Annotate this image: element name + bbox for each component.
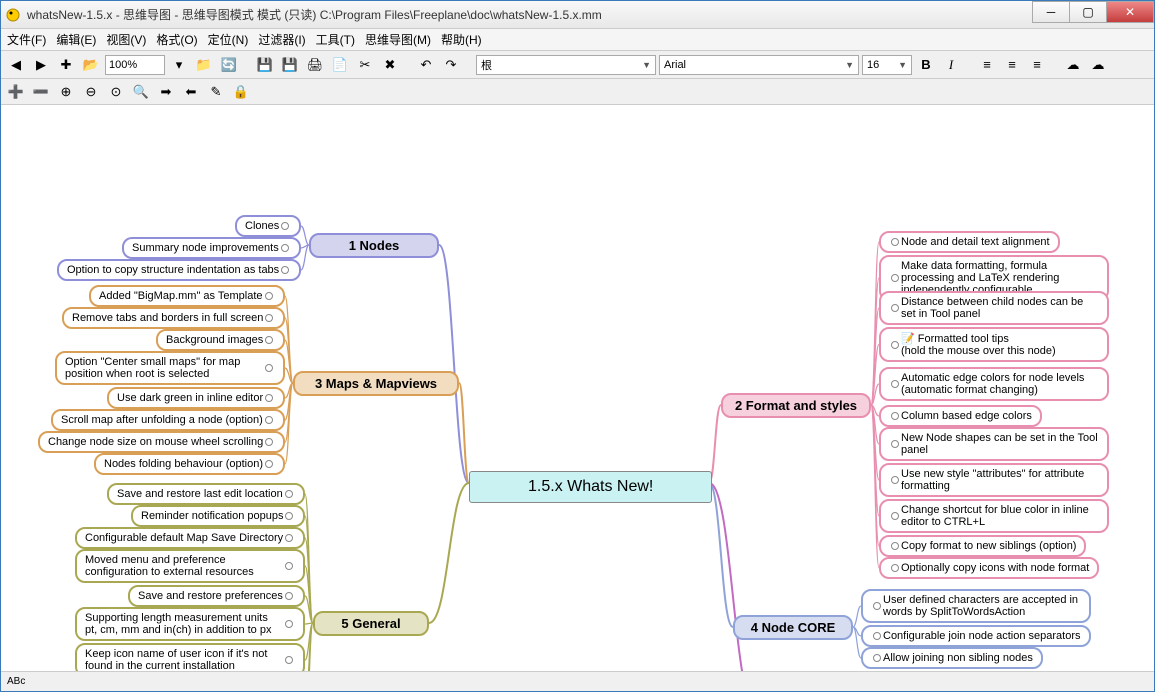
menu-format[interactable]: 格式(O) bbox=[156, 31, 197, 48]
align-right-icon[interactable]: ≡ bbox=[1026, 54, 1048, 76]
leaf-node[interactable]: Option "Center small maps" for map posit… bbox=[55, 351, 285, 385]
style-select[interactable]: 根▼ bbox=[476, 55, 656, 75]
delete-icon[interactable]: ✖ bbox=[379, 54, 401, 76]
leaf-node[interactable]: User defined characters are accepted in … bbox=[861, 589, 1091, 623]
menubar: 文件(F) 编辑(E) 视图(V) 格式(O) 定位(N) 过滤器(I) 工具(… bbox=[1, 29, 1154, 51]
statusbar: ABc bbox=[1, 671, 1154, 691]
status-text: ABc bbox=[7, 676, 25, 687]
search-icon[interactable]: 🔍 bbox=[130, 81, 152, 103]
branch-b1[interactable]: 1 Nodes bbox=[309, 233, 439, 258]
leaf-node[interactable]: Allow joining non sibling nodes bbox=[861, 647, 1043, 669]
menu-view[interactable]: 视图(V) bbox=[106, 31, 146, 48]
filter-clear-icon[interactable]: ⊖ bbox=[80, 81, 102, 103]
filter-remove-icon[interactable]: ➖ bbox=[30, 81, 52, 103]
branch-b4[interactable]: 4 Node CORE bbox=[733, 615, 853, 640]
leaf-node[interactable]: Automatic edge colors for node levels (a… bbox=[879, 367, 1109, 401]
menu-locate[interactable]: 定位(N) bbox=[208, 31, 249, 48]
lock-icon[interactable]: 🔒 bbox=[230, 81, 252, 103]
saveall-icon[interactable]: 💾 bbox=[279, 54, 301, 76]
leaf-node[interactable]: Use dark green in inline editor bbox=[107, 387, 285, 409]
close-button[interactable]: ✕ bbox=[1106, 1, 1154, 23]
filter-apply-icon[interactable]: ⊕ bbox=[55, 81, 77, 103]
leaf-node[interactable]: Copy format to new siblings (option) bbox=[879, 535, 1086, 557]
align-center-icon[interactable]: ≡ bbox=[1001, 54, 1023, 76]
menu-file[interactable]: 文件(F) bbox=[7, 31, 46, 48]
leaf-node[interactable]: Scroll map after unfolding a node (optio… bbox=[51, 409, 285, 431]
goto-next-icon[interactable]: ➡ bbox=[155, 81, 177, 103]
undo-icon[interactable]: ↶ bbox=[415, 54, 437, 76]
leaf-node[interactable]: New Node shapes can be set in the Tool p… bbox=[879, 427, 1109, 461]
next-map-icon[interactable]: ▶ bbox=[30, 54, 52, 76]
print-preview-icon[interactable]: 📄 bbox=[329, 54, 351, 76]
leaf-node[interactable]: Node and detail text alignment bbox=[879, 231, 1060, 253]
titlebar: whatsNew-1.5.x - 思维导图 - 思维导图模式 模式 (只读) C… bbox=[1, 1, 1154, 29]
bold-button[interactable]: B bbox=[915, 54, 937, 76]
leaf-node[interactable]: Configurable join node action separators bbox=[861, 625, 1091, 647]
leaf-node[interactable]: Distance between child nodes can be set … bbox=[879, 291, 1109, 325]
menu-edit[interactable]: 编辑(E) bbox=[56, 31, 96, 48]
highlight-icon[interactable]: ✎ bbox=[205, 81, 227, 103]
toolbar-main: ◀ ▶ ✚ 📂 ▾ 📁 🔄 💾 💾 🖨 📄 ✂ ✖ ↶ ↷ 根▼ Arial▼ … bbox=[1, 51, 1154, 79]
filter-edit-icon[interactable]: ⊙ bbox=[105, 81, 127, 103]
cloud-color-icon[interactable]: ☁ bbox=[1087, 54, 1109, 76]
leaf-node[interactable]: Save and restore last edit location bbox=[107, 483, 305, 505]
prev-map-icon[interactable]: ◀ bbox=[5, 54, 27, 76]
center-node[interactable]: 1.5.x Whats New! bbox=[469, 471, 712, 503]
menu-filter[interactable]: 过滤器(I) bbox=[258, 31, 305, 48]
leaf-node[interactable]: Change node size on mouse wheel scrollin… bbox=[38, 431, 285, 453]
cloud-icon[interactable]: ☁ bbox=[1062, 54, 1084, 76]
menu-tools[interactable]: 工具(T) bbox=[316, 31, 355, 48]
save-icon[interactable]: 💾 bbox=[254, 54, 276, 76]
branch-b5[interactable]: 5 General bbox=[313, 611, 429, 636]
fontsize-select[interactable]: 16▼ bbox=[862, 55, 912, 75]
filter-add-icon[interactable]: ➕ bbox=[5, 81, 27, 103]
maximize-button[interactable]: ▢ bbox=[1069, 1, 1107, 23]
leaf-node[interactable]: Moved menu and preference configuration … bbox=[75, 549, 305, 583]
leaf-node[interactable]: Background images bbox=[156, 329, 285, 351]
leaf-node[interactable]: Column based edge colors bbox=[879, 405, 1042, 427]
print-icon[interactable]: 🖨 bbox=[304, 54, 326, 76]
open-map-icon[interactable]: 📂 bbox=[80, 54, 102, 76]
app-icon bbox=[5, 7, 21, 23]
leaf-node[interactable]: Keep icon name of user icon if it's not … bbox=[75, 643, 305, 671]
refresh-icon[interactable]: 🔄 bbox=[218, 54, 240, 76]
cut-icon[interactable]: ✂ bbox=[354, 54, 376, 76]
mindmap-canvas[interactable]: 1.5.x Whats New! 1 Nodes ClonesSummary no… bbox=[1, 105, 1154, 671]
toolbar-filter: ➕ ➖ ⊕ ⊖ ⊙ 🔍 ➡ ⬅ ✎ 🔒 bbox=[1, 79, 1154, 105]
leaf-node[interactable]: Change shortcut for blue color in inline… bbox=[879, 499, 1109, 533]
branch-b3[interactable]: 3 Maps & Mapviews bbox=[293, 371, 459, 396]
folder-icon[interactable]: 📁 bbox=[193, 54, 215, 76]
new-map-icon[interactable]: ✚ bbox=[55, 54, 77, 76]
leaf-node[interactable]: Option to copy structure indentation as … bbox=[57, 259, 301, 281]
leaf-node[interactable]: Supporting length measurement units pt, … bbox=[75, 607, 305, 641]
align-left-icon[interactable]: ≡ bbox=[976, 54, 998, 76]
leaf-node[interactable]: Save and restore preferences bbox=[128, 585, 305, 607]
goto-prev-icon[interactable]: ⬅ bbox=[180, 81, 202, 103]
menu-help[interactable]: 帮助(H) bbox=[441, 31, 482, 48]
minimize-button[interactable]: ─ bbox=[1032, 1, 1070, 23]
italic-button[interactable]: I bbox=[940, 54, 962, 76]
leaf-node[interactable]: Reminder notification popups bbox=[131, 505, 305, 527]
window-title: whatsNew-1.5.x - 思维导图 - 思维导图模式 模式 (只读) C… bbox=[27, 6, 602, 23]
zoom-input[interactable] bbox=[105, 55, 165, 75]
zoom-in-icon[interactable]: ▾ bbox=[168, 54, 190, 76]
leaf-node[interactable]: Added "BigMap.mm" as Template bbox=[89, 285, 285, 307]
menu-mindmap[interactable]: 思维导图(M) bbox=[365, 31, 431, 48]
leaf-node[interactable]: Configurable default Map Save Directory bbox=[75, 527, 305, 549]
redo-icon[interactable]: ↷ bbox=[440, 54, 462, 76]
leaf-node[interactable]: Nodes folding behaviour (option) bbox=[94, 453, 285, 475]
branch-b2[interactable]: 2 Format and styles bbox=[721, 393, 871, 418]
leaf-node[interactable]: Remove tabs and borders in full screen bbox=[62, 307, 285, 329]
leaf-node[interactable]: Use new style "attributes" for attribute… bbox=[879, 463, 1109, 497]
leaf-node[interactable]: Optionally copy icons with node format bbox=[879, 557, 1099, 579]
leaf-node[interactable]: Summary node improvements bbox=[122, 237, 301, 259]
leaf-node[interactable]: Clones bbox=[235, 215, 301, 237]
font-select[interactable]: Arial▼ bbox=[659, 55, 859, 75]
leaf-node[interactable]: 📝 Formatted tool tips (hold the mouse ov… bbox=[879, 327, 1109, 362]
